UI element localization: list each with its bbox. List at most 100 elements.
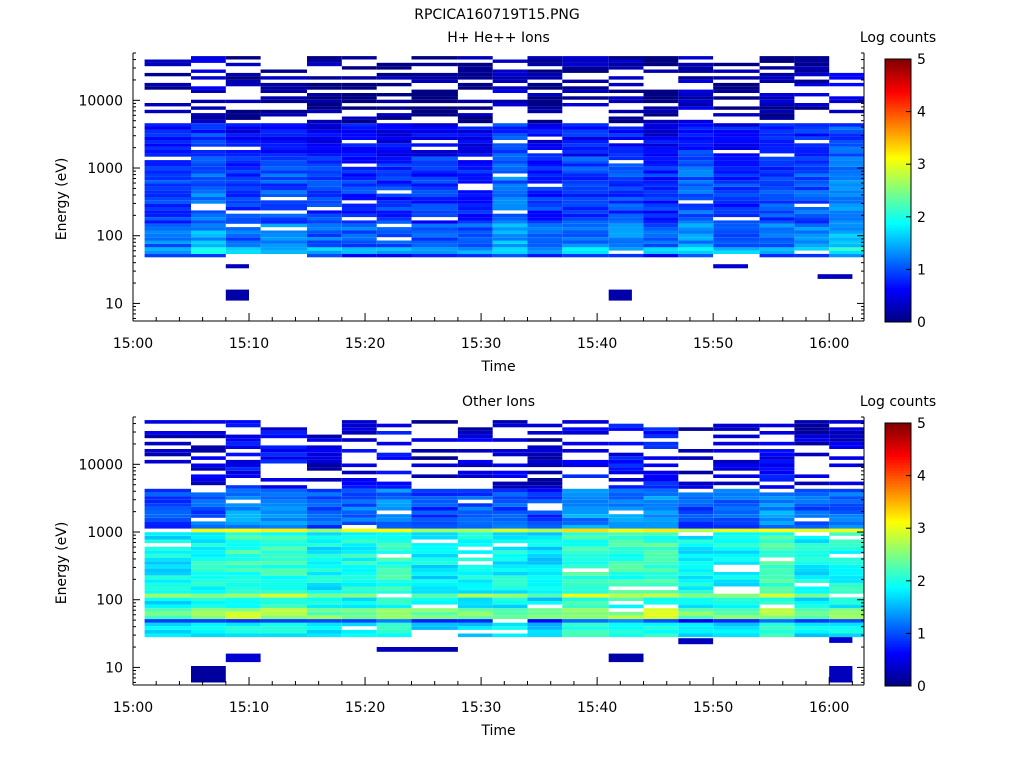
heatmap-cell <box>225 470 261 475</box>
heatmap-cell <box>191 106 226 110</box>
heatmap-cell <box>562 176 609 181</box>
heatmap-cell <box>678 253 714 258</box>
heatmap-cell <box>794 525 830 529</box>
x-axis-label: Time <box>480 723 515 739</box>
heatmap-cell <box>562 553 609 558</box>
heatmap-cell <box>829 637 853 643</box>
heatmap-cell <box>307 579 342 583</box>
colorbar-segment <box>885 549 911 553</box>
heatmap-cell <box>678 150 714 154</box>
heatmap-cell <box>678 546 714 551</box>
heatmap-cell <box>341 619 377 623</box>
heatmap-cell <box>260 597 307 601</box>
heatmap-cell <box>678 93 714 97</box>
heatmap-cell <box>341 575 377 580</box>
heatmap-cell <box>643 56 679 60</box>
heatmap-cell <box>608 463 644 468</box>
heatmap-cell <box>376 546 412 551</box>
colorbar-segment <box>885 580 911 584</box>
heatmap-cell <box>713 196 760 201</box>
colorbar-segment <box>885 98 911 102</box>
heatmap-cell <box>562 557 609 562</box>
heatmap-cell <box>341 586 377 591</box>
heatmap-cell <box>492 481 528 486</box>
heatmap-cell <box>608 478 644 482</box>
heatmap-cell <box>341 240 377 244</box>
heatmap-cell <box>341 173 377 177</box>
heatmap-cell <box>492 150 528 154</box>
heatmap-cell <box>492 103 528 107</box>
colorbar-segment <box>885 423 911 427</box>
heatmap-cell <box>678 106 714 110</box>
heatmap-cell <box>527 133 563 137</box>
heatmap-cell <box>527 153 563 157</box>
heatmap-cell <box>608 220 644 224</box>
heatmap-cell <box>457 200 493 204</box>
heatmap-cell <box>643 488 679 493</box>
heatmap-cell <box>492 633 528 638</box>
heatmap-cell <box>260 200 307 204</box>
heatmap-cell <box>341 514 377 518</box>
heatmap-cell <box>608 553 644 558</box>
heatmap-cell <box>191 223 226 228</box>
heatmap-cell <box>759 59 795 63</box>
heatmap-cell <box>260 514 307 518</box>
heatmap-cell <box>341 190 377 194</box>
heatmap-cell <box>376 485 412 489</box>
heatmap-cell <box>225 514 261 518</box>
heatmap-cell <box>144 173 191 177</box>
heatmap-cell <box>457 535 493 540</box>
heatmap-cell <box>260 163 307 167</box>
heatmap-cell <box>191 604 226 609</box>
heatmap-cell <box>191 186 226 191</box>
heatmap-cell <box>191 666 226 683</box>
heatmap-cell <box>260 572 307 576</box>
heatmap-cell <box>678 203 714 207</box>
heatmap-cell <box>562 575 609 580</box>
heatmap-cell <box>492 99 528 104</box>
heatmap-cell <box>713 243 760 248</box>
heatmap-cell <box>144 431 191 435</box>
heatmap-cell <box>191 123 226 127</box>
heatmap-cell <box>260 535 307 540</box>
heatmap-cell <box>225 441 261 446</box>
heatmap-cell <box>225 176 261 181</box>
heatmap-cell <box>191 532 226 536</box>
heatmap-cell <box>307 190 342 194</box>
heatmap-cell <box>307 445 342 449</box>
heatmap-cell <box>678 217 714 221</box>
heatmap-cell <box>608 59 644 63</box>
heatmap-cell <box>794 553 830 558</box>
y-axis-label: Energy (eV) <box>54 158 70 241</box>
y-tick-label: 10000 <box>78 457 123 473</box>
heatmap-cell <box>191 126 226 130</box>
heatmap-cell <box>341 561 377 565</box>
heatmap-cell <box>527 543 563 547</box>
heatmap-cell <box>829 499 864 504</box>
heatmap-cell <box>643 156 679 161</box>
colorbar-segment <box>885 494 911 498</box>
heatmap-cell <box>643 123 679 127</box>
heatmap-cell <box>411 190 458 194</box>
heatmap-cell <box>794 106 830 110</box>
heatmap-cell <box>829 133 864 137</box>
heatmap-cell <box>527 514 563 518</box>
colorbar-segment <box>885 609 911 613</box>
heatmap-cell <box>307 253 342 258</box>
heatmap-cell <box>713 553 760 558</box>
heatmap-cell <box>411 176 458 181</box>
heatmap-cell <box>829 253 864 258</box>
heatmap-cell <box>492 485 528 489</box>
heatmap-cell <box>829 441 864 446</box>
heatmap-cell <box>713 546 760 551</box>
heatmap-cell <box>225 474 261 478</box>
heatmap-cell <box>608 153 644 157</box>
heatmap-cell <box>492 227 528 231</box>
colorbar-segment <box>885 293 911 297</box>
heatmap-cell <box>307 503 342 507</box>
heatmap-cell <box>562 233 609 238</box>
heatmap-cell <box>260 193 307 197</box>
heatmap-cell <box>376 113 412 117</box>
heatmap-cell <box>341 82 377 87</box>
